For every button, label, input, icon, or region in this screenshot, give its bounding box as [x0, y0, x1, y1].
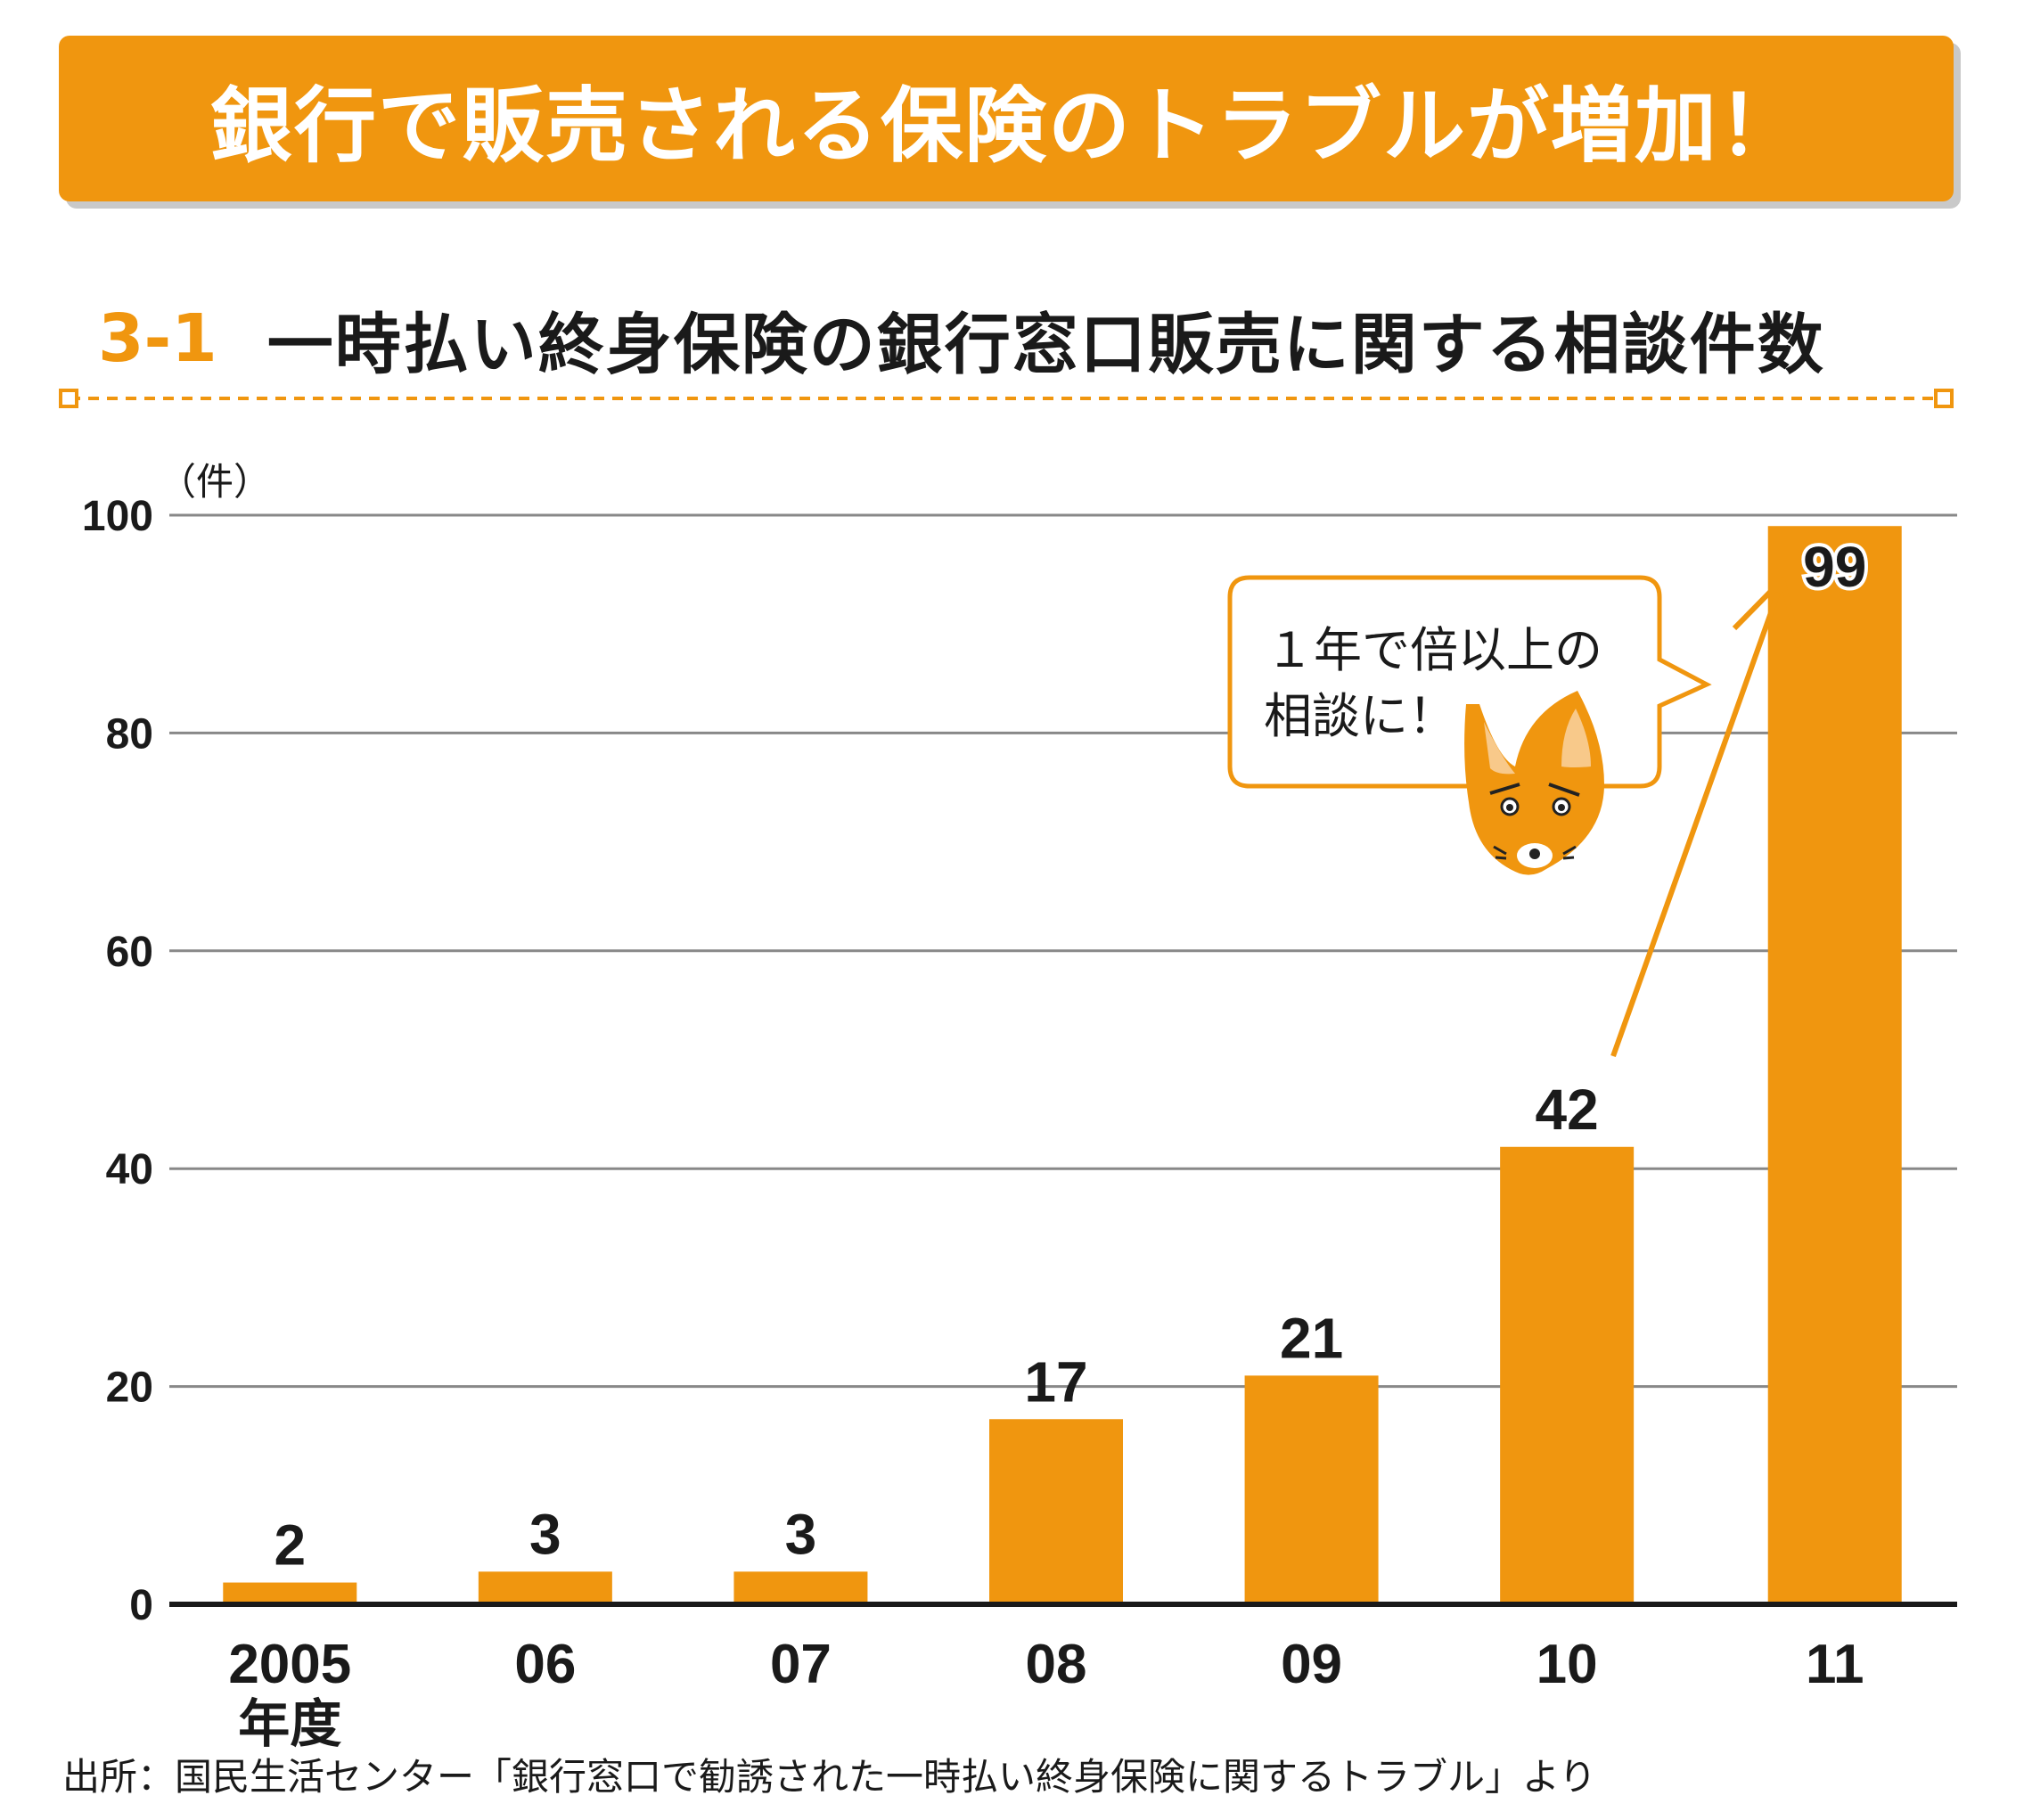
y-tick-label-0: 0	[129, 1582, 153, 1629]
bar-11	[1767, 526, 1902, 1604]
bar-09	[1244, 1375, 1379, 1604]
y-tick-label-40: 40	[106, 1146, 153, 1193]
fox-brow-right	[1548, 783, 1580, 797]
category-suffix-label: 年度	[238, 1693, 341, 1754]
gridlines	[169, 513, 1957, 1389]
banner-title: 銀行で販売される保険のトラブルが増加！	[209, 78, 1802, 174]
bar-06	[478, 1571, 612, 1604]
category-label-08: 08	[1026, 1634, 1087, 1695]
trend-arrow-shaft	[1610, 591, 1781, 1058]
fox-nose	[1529, 849, 1540, 859]
value-label-07: 3	[785, 1502, 817, 1566]
value-label-11: 99	[1803, 535, 1866, 599]
category-label-06: 06	[514, 1634, 576, 1695]
trend-arrow	[1610, 577, 1801, 1058]
category-label-10: 10	[1536, 1634, 1598, 1695]
y-tick-label-60: 60	[106, 929, 153, 976]
value-label-09: 21	[1280, 1306, 1343, 1370]
separator-end-right	[1934, 389, 1954, 408]
figure-title: 一時払い終身保険の銀行窓口販売に関する相談件数	[266, 306, 1825, 383]
fox-brow-left	[1489, 783, 1520, 795]
value-label-06: 3	[529, 1502, 561, 1566]
category-label-07: 07	[770, 1634, 832, 1695]
y-tick-label-80: 80	[106, 710, 153, 758]
figure-number: 3-1	[98, 300, 217, 377]
fox-whiskers-right	[1562, 845, 1577, 860]
y-tick-label-100: 100	[82, 493, 153, 540]
figure-heading: 3-1 一時払い終身保険の銀行窓口販売に関する相談件数	[98, 294, 1825, 383]
title-banner: 銀行で販売される保険のトラブルが増加！	[59, 36, 1954, 201]
bar-10	[1500, 1146, 1635, 1604]
callout-line-2: 相談に！	[1264, 688, 1456, 744]
bar-2005	[223, 1582, 357, 1604]
y-axis-unit: （件）	[159, 460, 271, 504]
fox-pupil-right	[1558, 804, 1565, 811]
fox-whiskers-left	[1493, 845, 1507, 860]
category-label-2005: 2005	[228, 1634, 351, 1695]
category-label-09: 09	[1281, 1634, 1342, 1695]
bar-08	[989, 1419, 1123, 1604]
separator-end-left	[59, 389, 78, 408]
value-label-08: 17	[1024, 1349, 1087, 1414]
fox-ear-left	[1484, 722, 1515, 775]
trend-arrow-head	[1732, 577, 1801, 648]
value-label-10: 42	[1536, 1078, 1599, 1142]
fox-pupil-left	[1506, 804, 1513, 811]
y-tick-label-20: 20	[106, 1365, 153, 1412]
callout-line-1: １年で倍以上の	[1266, 622, 1602, 678]
fox-mascot-icon	[1464, 691, 1604, 875]
fox-ear-right	[1561, 709, 1591, 767]
source-note: 出所：国民生活センター「銀行窓口で勧誘された一時払い終身保険に関するトラブル」よ…	[62, 1755, 1597, 1799]
bars	[169, 526, 1957, 1607]
bar-07	[733, 1571, 868, 1604]
category-label-11: 11	[1806, 1634, 1864, 1695]
value-label-2005: 2	[274, 1513, 306, 1578]
